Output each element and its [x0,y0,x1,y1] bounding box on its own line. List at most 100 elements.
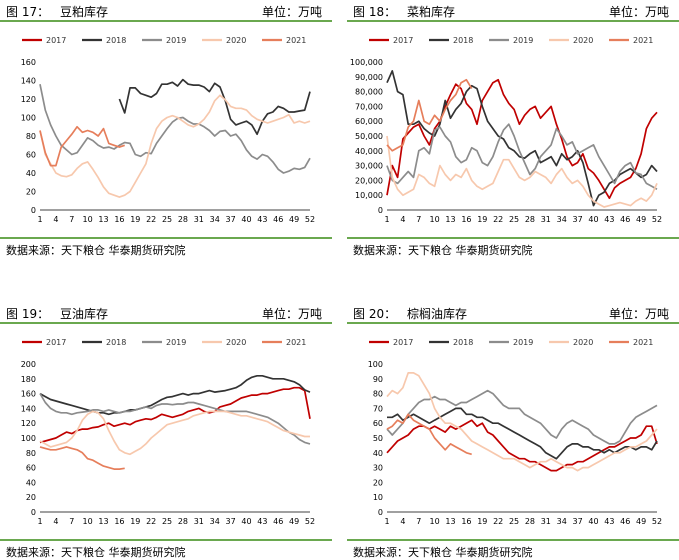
y-tick-label: 80 [26,132,36,141]
y-tick-label: 120 [21,419,36,428]
legend-label: 2019 [513,338,533,347]
y-tick-label: 10,000 [355,191,383,200]
panel-header: 图 17： 豆粕库存 单位：万吨 [0,0,332,22]
legend-label: 2017 [393,338,413,347]
x-tick-label: 49 [289,517,299,526]
y-tick-label: 0 [378,206,383,215]
x-tick-label: 40 [241,215,251,224]
x-tick-label: 4 [53,215,58,224]
y-tick-label: 0 [31,206,36,215]
series-line-2021 [386,413,472,456]
x-tick-label: 28 [178,517,188,526]
panel-header: 图 18： 菜粕库存 单位：万吨 [347,0,679,22]
header-divider [0,20,332,22]
y-tick-label: 120 [21,95,36,104]
header-divider [347,322,679,324]
y-tick-label: 100 [21,434,36,443]
x-tick-label: 25 [509,215,519,224]
series-line-2017 [386,78,658,200]
legend-label: 2019 [166,338,186,347]
line-chart: 2017 2018 2019 2020 202102040608010012014016… [21,338,315,526]
x-tick-label: 1 [37,215,42,224]
legend-label: 2021 [286,338,306,347]
x-tick-label: 25 [162,215,172,224]
y-tick-label: 50 [373,434,383,443]
x-tick-label: 13 [445,517,455,526]
series-line-2019 [386,123,658,191]
legend-label: 2017 [393,36,413,45]
series-line-2017 [39,386,311,444]
x-tick-label: 10 [430,215,440,224]
y-tick-label: 140 [21,404,36,413]
x-tick-label: 16 [461,517,471,526]
x-tick-label: 16 [114,517,124,526]
panel-header: 图 19： 豆油库存 单位：万吨 [0,302,332,324]
legend-label: 2020 [573,338,593,347]
x-tick-label: 31 [541,215,551,224]
legend-label: 2017 [46,338,66,347]
x-tick-label: 7 [69,517,74,526]
x-tick-label: 19 [477,215,487,224]
y-tick-label: 60 [373,419,383,428]
y-tick-label: 80 [26,449,36,458]
x-tick-label: 40 [241,517,251,526]
series-line-2019 [39,84,311,174]
series-line-2021 [39,125,125,167]
y-tick-label: 40 [373,449,383,458]
x-tick-label: 52 [305,215,315,224]
legend-label: 2021 [286,36,306,45]
legend-label: 2021 [633,338,653,347]
legend-label: 2018 [453,338,473,347]
x-tick-label: 37 [572,517,582,526]
x-tick-label: 37 [572,215,582,224]
header-divider [347,20,679,22]
series-line-2020 [386,135,658,208]
x-tick-label: 16 [114,215,124,224]
legend-label: 2017 [46,36,66,45]
source-note: 数据来源：天下粮仓 华泰期货研究院 [6,244,186,257]
x-tick-label: 22 [493,215,503,224]
y-tick-label: 200 [21,360,36,369]
x-tick-label: 1 [37,517,42,526]
x-tick-label: 16 [461,215,471,224]
legend-label: 2018 [106,338,126,347]
unit-label: 单位：万吨 [608,307,669,321]
x-tick-label: 34 [210,215,220,224]
y-tick-label: 40 [26,169,36,178]
figure-label: 图 17： [6,5,50,19]
x-tick-label: 43 [257,215,267,224]
y-tick-label: 160 [21,58,36,67]
x-tick-label: 40 [588,517,598,526]
y-tick-label: 80 [373,390,383,399]
x-tick-label: 49 [289,215,299,224]
x-tick-label: 7 [416,517,421,526]
series-line-2018 [39,374,311,416]
figure-label: 图 18： [353,5,397,19]
y-tick-label: 160 [21,390,36,399]
legend-label: 2019 [166,36,186,45]
series-line-2017 [386,419,658,472]
y-tick-label: 40,000 [355,147,383,156]
series-line-2021 [386,78,473,152]
x-tick-label: 19 [477,517,487,526]
y-tick-label: 60,000 [355,117,383,126]
x-tick-label: 10 [83,215,93,224]
y-tick-label: 90 [373,375,383,384]
footer-divider [0,539,332,541]
x-tick-label: 34 [557,215,567,224]
x-tick-label: 31 [194,215,204,224]
x-tick-label: 7 [416,215,421,224]
figure-title: 豆粕库存 [60,5,109,19]
x-tick-label: 37 [225,517,235,526]
series-line-2020 [39,410,310,456]
x-tick-label: 40 [588,215,598,224]
x-tick-label: 49 [636,215,646,224]
y-tick-label: 100 [21,114,36,123]
x-tick-label: 4 [53,517,58,526]
y-tick-label: 60 [26,464,36,473]
y-tick-label: 60 [26,151,36,160]
source-note: 数据来源：天下粮仓 华泰期货研究院 [6,546,186,559]
x-tick-label: 19 [130,517,140,526]
y-tick-label: 20 [373,478,383,487]
y-tick-label: 100 [368,360,383,369]
